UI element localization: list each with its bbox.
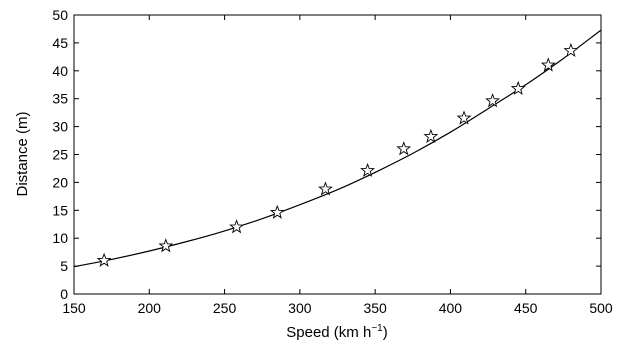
y-tick-label: 20 [52,174,68,190]
x-tick-label: 400 [439,300,463,316]
data-markers [96,42,579,267]
x-tick-label: 150 [62,300,86,316]
x-tick-label: 500 [589,300,613,316]
y-tick-label: 40 [52,63,68,79]
y-tick-label: 15 [52,202,68,218]
y-tick-label: 35 [52,91,68,107]
data-point-star [510,80,526,95]
data-point-star [423,128,439,143]
y-tick-label: 25 [52,147,68,163]
y-axis: 0 5 10 15 20 25 30 35 40 45 50 [52,7,601,302]
data-point-star [96,252,112,267]
data-point-star [540,57,556,72]
data-point-star [396,141,412,156]
data-point-star [360,162,376,177]
x-tick-label: 300 [288,300,312,316]
y-tick-label: 10 [52,230,68,246]
data-point-star [563,42,579,58]
data-point-star [318,181,333,196]
x-tick-label: 350 [363,300,387,316]
y-tick-label: 45 [52,35,68,51]
fit-curve [73,29,602,268]
y-tick-label: 5 [60,258,68,274]
data-point-star [269,204,285,219]
y-axis-title: Distance (m) [14,111,31,196]
x-tick-label: 450 [514,300,538,316]
x-axis-title: Speed (km h−1) [286,323,387,341]
data-point-star [456,110,472,125]
data-point-star [485,93,501,108]
x-axis: 150 200 250 300 350 400 450 500 [62,15,613,316]
plot-frame [73,14,602,295]
data-point-star [158,238,174,253]
y-tick-label: 50 [52,7,68,23]
data-point-star [229,219,245,234]
x-tick-label: 200 [138,300,162,316]
x-tick-label: 250 [213,300,237,316]
y-tick-label: 30 [52,119,68,135]
y-tick-label: 0 [60,286,68,302]
